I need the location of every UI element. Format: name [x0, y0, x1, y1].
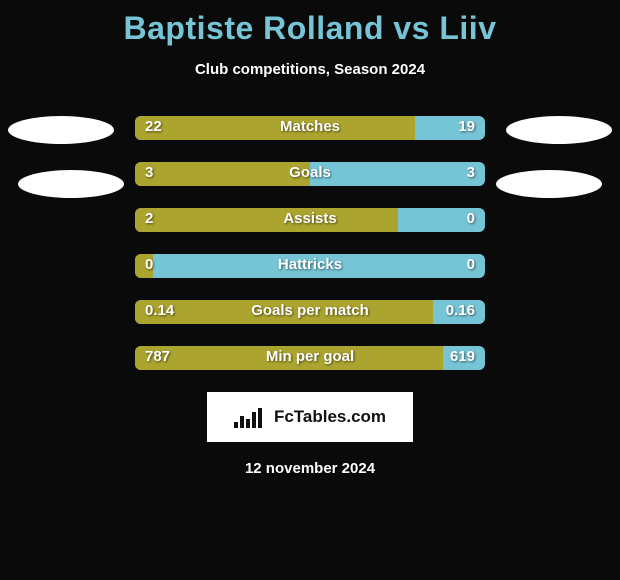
stat-bar-hattricks: 0 Hattricks 0: [135, 254, 485, 278]
brand-badge: FcTables.com: [207, 392, 413, 442]
stat-right-value: 0: [467, 210, 475, 227]
date-text: 12 november 2024: [0, 460, 620, 477]
stat-right-value: 19: [458, 118, 475, 135]
brand-bars-icon: [234, 406, 268, 428]
stat-bar-matches: 22 Matches 19: [135, 116, 485, 140]
stat-bar-fill-left: [135, 208, 398, 232]
player-left-photo-placeholder-1: [8, 116, 114, 144]
player-right-photo-placeholder-1: [506, 116, 612, 144]
stat-bar-fill-left: [135, 116, 415, 140]
stat-bar-goals: 3 Goals 3: [135, 162, 485, 186]
stat-bars: 22 Matches 19 3 Goals 3 2 Assists 0 0 Ha…: [135, 116, 485, 370]
page-title: Baptiste Rolland vs Liiv: [0, 0, 620, 47]
stat-bar-min-per-goal: 787 Min per goal 619: [135, 346, 485, 370]
stat-bar-fill-left: [135, 300, 433, 324]
player-right-photo-placeholder-2: [496, 170, 602, 198]
comparison-stage: 22 Matches 19 3 Goals 3 2 Assists 0 0 Ha…: [0, 116, 620, 370]
stat-bar-fill-left: [135, 346, 443, 370]
stat-bar-fill-left: [135, 162, 310, 186]
stat-label: Hattricks: [135, 256, 485, 273]
brand-text: FcTables.com: [274, 407, 386, 427]
player-left-photo-placeholder-2: [18, 170, 124, 198]
stat-right-value: 619: [450, 348, 475, 365]
stat-right-value: 0.16: [446, 302, 475, 319]
stat-bar-assists: 2 Assists 0: [135, 208, 485, 232]
stat-bar-goals-per-match: 0.14 Goals per match 0.16: [135, 300, 485, 324]
stat-right-value: 3: [467, 164, 475, 181]
stat-right-value: 0: [467, 256, 475, 273]
subtitle: Club competitions, Season 2024: [0, 61, 620, 78]
stat-bar-fill-left: [135, 254, 153, 278]
